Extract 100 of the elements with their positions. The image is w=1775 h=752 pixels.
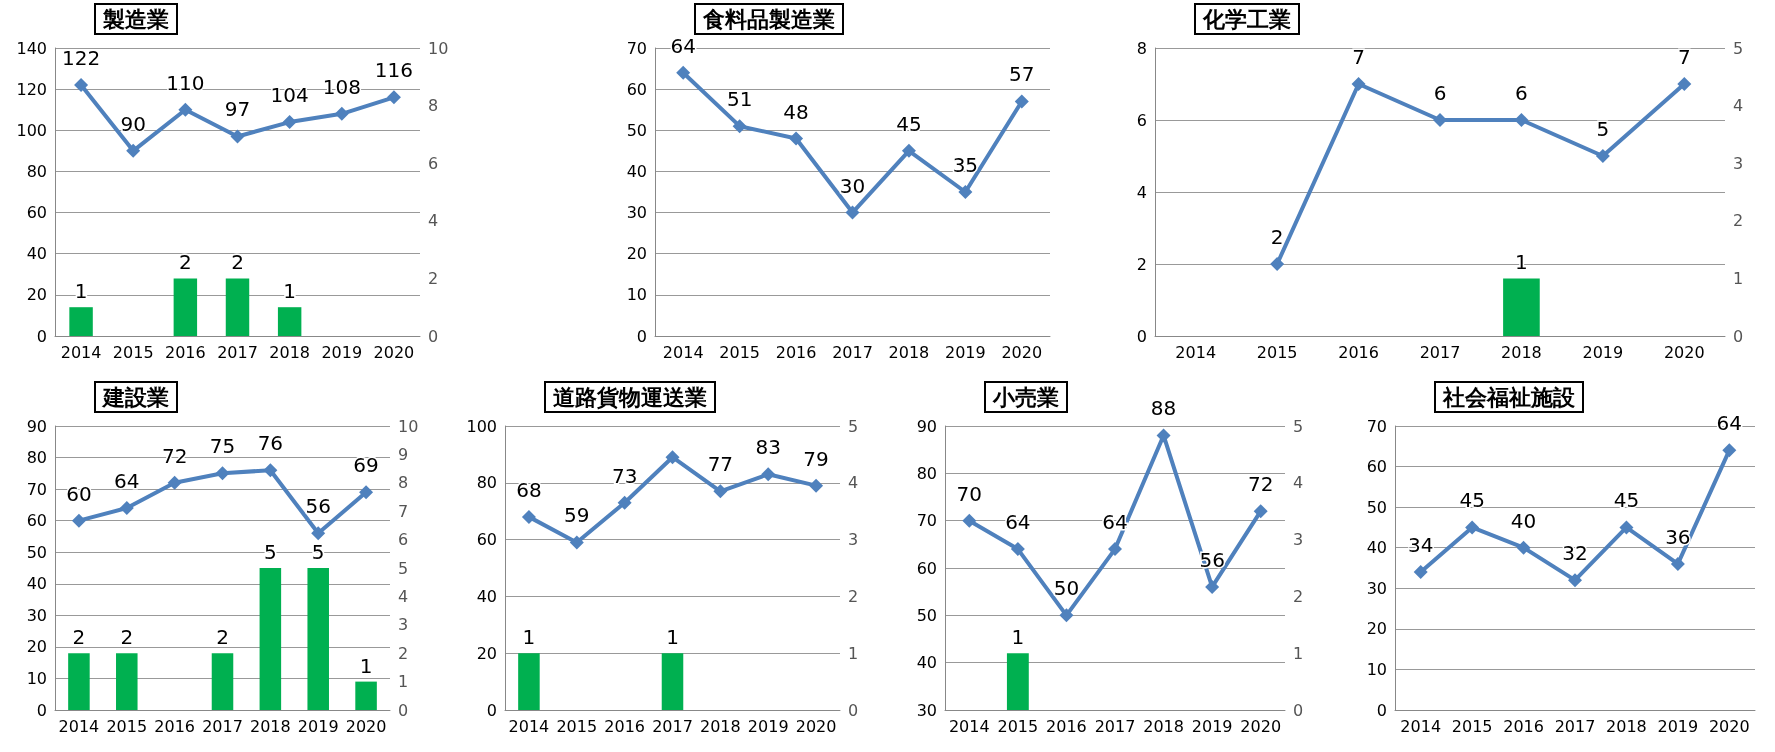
- x-tick-label: 2014: [58, 716, 100, 736]
- point: [386, 90, 401, 105]
- y-tick-label: 50: [1366, 497, 1387, 517]
- data-label: 5: [311, 540, 325, 564]
- y-tick-label: 60: [26, 203, 47, 223]
- y-tick-label: 70: [1366, 416, 1387, 436]
- bar: [259, 568, 282, 710]
- point: [958, 185, 973, 199]
- x-tick-label: 2018: [250, 716, 291, 736]
- data-label: 64: [114, 469, 140, 494]
- x-tick-label: 2014: [1175, 342, 1217, 362]
- data-label: 2: [72, 625, 86, 650]
- x-tick-label: 2017: [217, 342, 258, 362]
- x-tick-label: 2017: [1094, 716, 1136, 736]
- x-tick-label: 2016: [165, 342, 206, 362]
- y-tick-label: 120: [16, 79, 47, 99]
- y-tick-label: 30: [26, 605, 47, 625]
- x-tick-label: 2018: [1501, 342, 1542, 362]
- y-tick-label: 60: [626, 79, 647, 99]
- y2-tick-label: 2: [1733, 211, 1744, 231]
- y-tick-label: 40: [1366, 538, 1387, 558]
- y-tick-label: 10: [1366, 659, 1387, 679]
- x-tick-label: 2020: [795, 716, 837, 736]
- data-label: 90: [120, 111, 146, 136]
- point: [1413, 565, 1428, 580]
- data-label: 73: [611, 463, 638, 488]
- y-tick-label: 30: [1366, 578, 1387, 598]
- point: [230, 129, 245, 144]
- point: [521, 509, 536, 524]
- data-label: 64: [670, 33, 696, 58]
- point: [789, 131, 804, 146]
- data-label: 64: [1716, 411, 1743, 436]
- chart-title: 小売業: [992, 384, 1059, 410]
- x-tick-label: 2019: [747, 716, 789, 736]
- x-tick-label: 2015: [112, 342, 154, 362]
- y-tick-label: 60: [26, 511, 47, 531]
- bar: [211, 653, 234, 710]
- point: [1595, 149, 1610, 163]
- y2-tick-label: 1: [1293, 643, 1304, 663]
- y-tick-label: 80: [26, 161, 47, 181]
- y-tick-label: 0: [1376, 700, 1387, 720]
- y2-tick-label: 0: [428, 326, 439, 346]
- x-tick-label: 2018: [269, 342, 310, 362]
- y2-tick-label: 2: [848, 586, 859, 606]
- y2-tick-label: 3: [398, 615, 409, 635]
- data-label: 76: [257, 431, 284, 456]
- point: [311, 526, 326, 541]
- y-tick-label: 0: [36, 700, 47, 720]
- bar: [355, 681, 377, 710]
- y2-tick-label: 10: [398, 416, 419, 436]
- point: [1516, 540, 1531, 555]
- data-label: 2: [120, 625, 134, 650]
- x-tick-label: 2014: [508, 716, 550, 736]
- y-tick-label: 100: [466, 416, 497, 436]
- point: [617, 495, 632, 510]
- data-label: 69: [353, 453, 379, 478]
- point: [1270, 257, 1285, 271]
- y2-tick-label: 4: [398, 586, 409, 606]
- data-label: 104: [270, 83, 309, 108]
- y-tick-label: 40: [626, 161, 647, 181]
- x-tick-label: 2018: [888, 342, 930, 362]
- point: [1351, 77, 1366, 91]
- y-tick-label: 80: [476, 473, 497, 493]
- point: [359, 485, 374, 500]
- data-label: 79: [803, 446, 829, 471]
- bar: [68, 653, 90, 710]
- y2-tick-label: 7: [398, 501, 409, 521]
- x-tick-label: 2019: [945, 342, 986, 362]
- y-tick-label: 6: [1136, 110, 1147, 130]
- data-label: 108: [322, 74, 361, 99]
- point: [1514, 113, 1529, 127]
- y-tick-label: 50: [26, 542, 47, 562]
- data-label: 1: [283, 279, 297, 304]
- x-tick-label: 2019: [321, 342, 363, 362]
- y-tick-label: 30: [916, 700, 937, 720]
- y2-tick-label: 3: [848, 530, 859, 550]
- data-label: 40: [1510, 508, 1537, 533]
- data-label: 34: [1407, 533, 1434, 558]
- x-tick-label: 2020: [1708, 716, 1750, 736]
- y-tick-label: 20: [626, 244, 647, 264]
- y2-tick-label: 4: [848, 473, 859, 493]
- point: [1677, 77, 1692, 91]
- data-label: 68: [516, 477, 542, 502]
- y2-tick-label: 0: [1733, 326, 1744, 346]
- point: [1059, 608, 1074, 623]
- x-tick-label: 2014: [60, 342, 102, 362]
- chart-title: 化学工業: [1202, 6, 1291, 32]
- point: [1010, 542, 1025, 557]
- data-label: 1: [1011, 625, 1025, 650]
- y2-tick-label: 6: [428, 153, 439, 173]
- y2-tick-label: 5: [848, 416, 859, 436]
- point: [263, 463, 278, 478]
- y-tick-label: 70: [626, 38, 647, 58]
- data-label: 122: [61, 46, 101, 71]
- y2-tick-label: 6: [398, 530, 409, 550]
- data-label: 45: [1459, 488, 1485, 513]
- data-label: 36: [1665, 524, 1691, 549]
- x-tick-label: 2017: [652, 716, 693, 736]
- data-label: 59: [564, 503, 590, 528]
- point: [1568, 573, 1582, 588]
